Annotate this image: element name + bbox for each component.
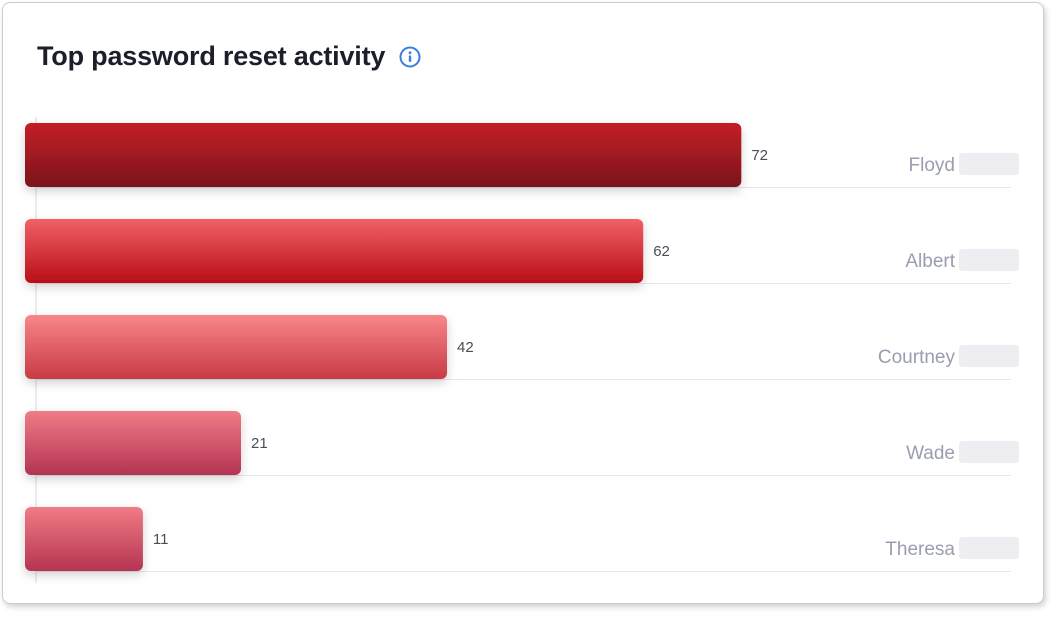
- chart-gridlines: [35, 117, 1011, 583]
- card-header: Top password reset activity: [37, 41, 421, 72]
- bar-albert[interactable]: [25, 219, 644, 283]
- category-label: Wade: [906, 443, 955, 464]
- name-redaction-block: [959, 537, 1019, 559]
- category-label: Floyd: [909, 155, 955, 176]
- info-icon[interactable]: [399, 46, 421, 68]
- category-label: Albert: [905, 251, 955, 272]
- bar-wade[interactable]: [25, 411, 242, 475]
- name-redaction-block: [959, 345, 1019, 367]
- bar-value-label: 21: [251, 435, 268, 452]
- name-redaction-block: [959, 153, 1019, 175]
- bar-courtney[interactable]: [25, 315, 448, 379]
- bar-value-label: 11: [153, 531, 169, 548]
- bar-value-label: 62: [653, 243, 670, 260]
- card-title: Top password reset activity: [37, 41, 386, 71]
- bar-chart: 72 Floyd 62 Albert 42 Courtney 21 Wade 11 Theresa: [25, 117, 1019, 583]
- bar-value-label: 42: [457, 339, 474, 356]
- category-label: Theresa: [885, 539, 955, 560]
- bar-value-label: 72: [751, 147, 768, 164]
- chart-bars: 72 Floyd 62 Albert 42 Courtney 21 Wade 11 Theresa: [25, 123, 1019, 571]
- name-redaction-block: [959, 249, 1019, 271]
- bar-theresa[interactable]: [25, 507, 143, 571]
- name-redaction-block: [959, 441, 1019, 463]
- chart-card: Top password reset activity 72 Floyd 62 Alb…: [2, 2, 1044, 604]
- bar-floyd[interactable]: [25, 123, 742, 187]
- category-label: Courtney: [878, 347, 956, 368]
